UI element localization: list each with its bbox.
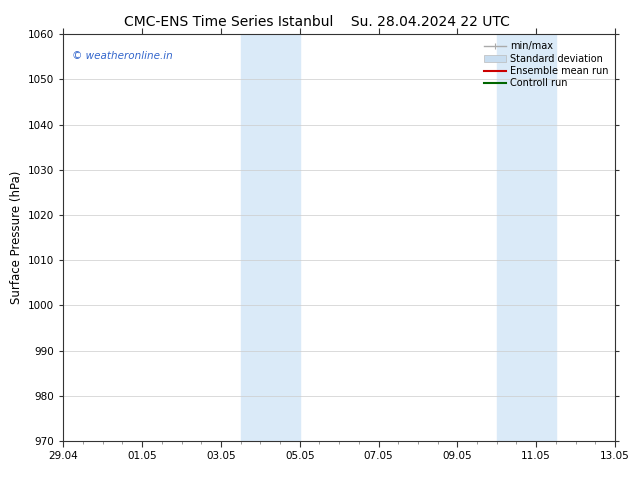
Bar <box>497 34 556 441</box>
Text: © weatheronline.in: © weatheronline.in <box>72 50 172 61</box>
Text: CMC-ENS Time Series Istanbul    Su. 28.04.2024 22 UTC: CMC-ENS Time Series Istanbul Su. 28.04.2… <box>124 15 510 29</box>
Y-axis label: Surface Pressure (hPa): Surface Pressure (hPa) <box>10 171 23 304</box>
Legend: min/max, Standard deviation, Ensemble mean run, Controll run: min/max, Standard deviation, Ensemble me… <box>482 39 610 90</box>
Bar <box>241 34 300 441</box>
